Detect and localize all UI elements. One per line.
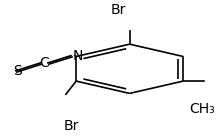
Text: Br: Br [63, 119, 79, 133]
Text: S: S [13, 64, 22, 78]
Text: CH₃: CH₃ [189, 102, 215, 116]
Text: N: N [73, 49, 83, 63]
Text: C: C [39, 56, 49, 70]
Text: Br: Br [111, 3, 126, 17]
